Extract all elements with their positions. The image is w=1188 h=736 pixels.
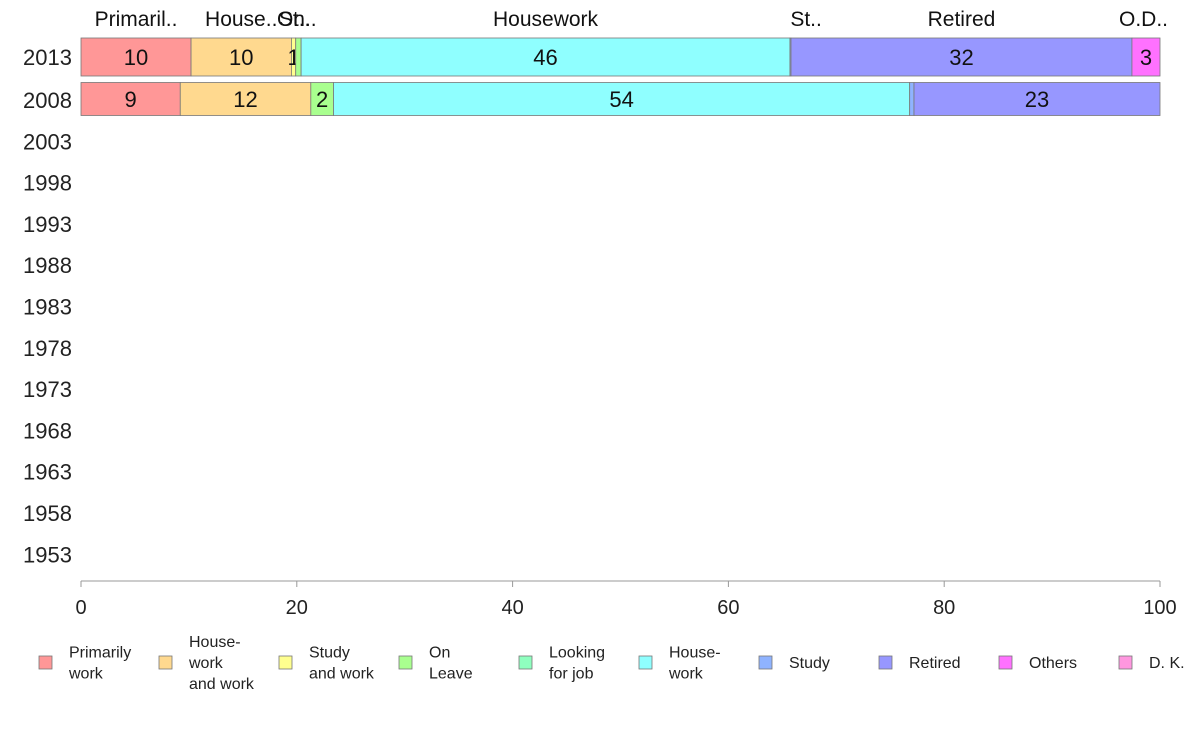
legend-label-0-1: work [68, 666, 104, 683]
legend-label-1-2: and work [189, 676, 255, 693]
year-label-2013: 2013 [23, 45, 72, 70]
year-label-1973: 1973 [23, 377, 72, 402]
x-tick-label-100: 100 [1143, 597, 1176, 619]
year-label-1968: 1968 [23, 418, 72, 443]
legend-label-5-0: House- [669, 645, 721, 662]
x-axis: 0 20 40 60 80 100 [75, 580, 1177, 619]
legend-label-9-0: D. K. [1149, 655, 1185, 672]
segment-label-2013-5: 46 [533, 45, 557, 70]
legend-label-0-0: Primarily [69, 645, 131, 662]
bars: 10 10 1 46 32 39 12 2 54 23 [80, 37, 1161, 116]
x-tick-label-20: 20 [286, 597, 308, 619]
bar-segment-2008-7 [913, 82, 1161, 116]
year-label-1978: 1978 [23, 336, 72, 361]
x-tick-label-0: 0 [75, 597, 86, 619]
legend-label-2-0: Study [309, 645, 350, 662]
top-label-5: Housework [493, 8, 599, 31]
year-label-2008: 2008 [23, 88, 72, 113]
segment-label-2008-7: 23 [1025, 87, 1049, 112]
top-label-0: Primaril.. [95, 8, 178, 31]
bar-segment-2013-3 [295, 37, 302, 77]
year-label-1993: 1993 [23, 212, 72, 237]
legend-swatch-9 [1118, 655, 1133, 670]
legend-swatch-3 [398, 655, 413, 670]
bar-segment-2008-5 [333, 82, 911, 116]
legend-label-1-0: House- [189, 634, 241, 651]
segment-label-2008-3: 2 [316, 87, 328, 112]
segment-label-2013-8: 3 [1140, 45, 1152, 70]
legend-label-4-1: for job [549, 666, 594, 683]
bar-segment-2013-8 [1131, 37, 1161, 77]
top-label-3: On.. [277, 8, 317, 31]
segment-label-2008-1: 12 [233, 87, 257, 112]
top-label-8: O.. [1119, 8, 1147, 31]
top-category-labels: Primaril.. House.. St..On.. Housework St.. Re… [95, 8, 1168, 31]
bar-segment-2008-6 [909, 82, 915, 116]
year-label-1988: 1988 [23, 253, 72, 278]
legend-swatch-4 [518, 655, 533, 670]
y-axis-year-labels: 2013 2008 2003 1998 1993 1988 1983 1978 1973 1968… [23, 45, 72, 567]
bar-segment-2013-0 [80, 37, 192, 77]
bar-segment-2013-7 [790, 37, 1133, 77]
segment-label-2008-5: 54 [609, 87, 633, 112]
legend-label-2-1: and work [309, 666, 375, 683]
legend-label-4-0: Looking [549, 645, 605, 662]
legend: Primarily work House-work and work Study and … [38, 634, 1185, 693]
top-label-6: St.. [790, 8, 822, 31]
top-label-1: House.. [205, 8, 277, 31]
legend-label-7-0: Retired [909, 655, 961, 672]
legend-swatch-8 [998, 655, 1013, 670]
legend-label-1-1: work [188, 655, 224, 672]
year-label-1983: 1983 [23, 295, 72, 320]
legend-swatch-1 [158, 655, 173, 670]
x-tick-label-40: 40 [501, 597, 523, 619]
top-label-9: D.. [1141, 8, 1168, 31]
bar-segment-2013-5 [300, 37, 791, 77]
legend-swatch-2 [278, 655, 293, 670]
segment-label-2013-0: 10 [124, 45, 148, 70]
year-label-1998: 1998 [23, 171, 72, 196]
legend-label-5-1: work [668, 666, 704, 683]
legend-swatch-0 [38, 655, 53, 670]
legend-label-3-0: On [429, 645, 450, 662]
legend-label-3-1: Leave [429, 666, 473, 683]
legend-label-8-0: Others [1029, 655, 1077, 672]
segment-label-2013-7: 32 [949, 45, 973, 70]
year-label-1963: 1963 [23, 460, 72, 485]
year-label-1958: 1958 [23, 501, 72, 526]
x-tick-label-80: 80 [933, 597, 955, 619]
legend-swatch-5 [638, 655, 653, 670]
year-label-1953: 1953 [23, 542, 72, 567]
year-label-2003: 2003 [23, 129, 72, 154]
top-label-2: St.. [279, 8, 311, 31]
legend-label-6-0: Study [789, 655, 830, 672]
legend-swatch-7 [878, 655, 893, 670]
legend-swatch-6 [758, 655, 773, 670]
segment-label-2008-0: 9 [125, 87, 137, 112]
top-label-7: Retired [928, 8, 996, 31]
x-tick-label-60: 60 [717, 597, 739, 619]
segment-label-2013-1: 10 [229, 45, 253, 70]
